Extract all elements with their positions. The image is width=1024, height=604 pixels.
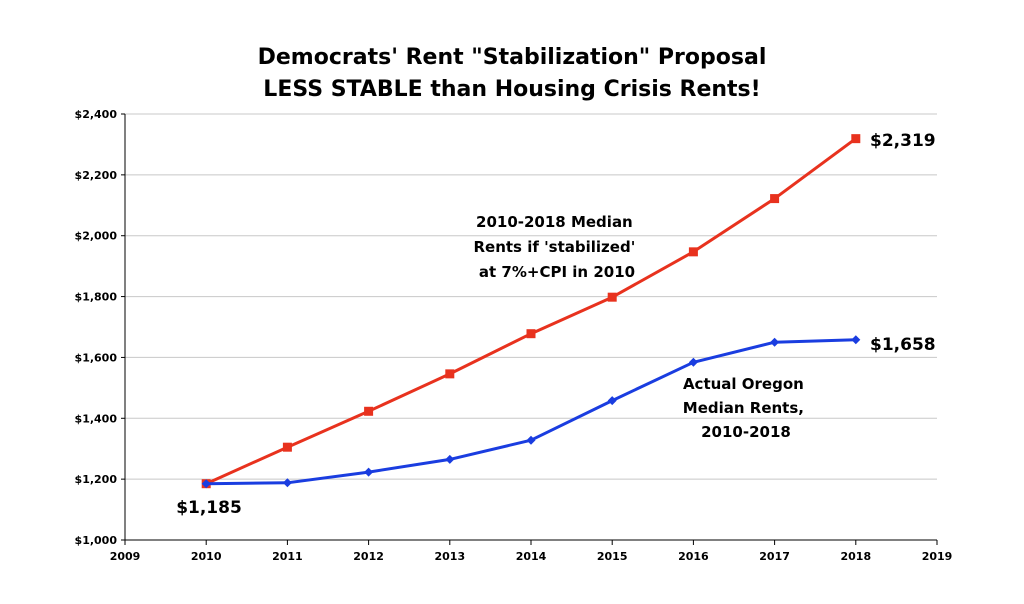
- y-tick-label: $1,400: [75, 412, 118, 425]
- x-tick-labels: 2009 2010 2011 2012 2013 2014 2015 2016 2017 2018…: [110, 550, 953, 563]
- blue-note-line-1: Actual Oregon: [683, 375, 804, 393]
- series-0-point: [688, 247, 698, 257]
- chart-title: Democrats' Rent "Stabilization" Proposal: [257, 45, 767, 70]
- series-0-point: [364, 406, 374, 416]
- x-tick-label: 2016: [678, 550, 709, 563]
- series-group: [201, 134, 861, 489]
- y-tick-label: $2,000: [75, 230, 118, 243]
- series-0-point: [851, 134, 861, 144]
- y-tick-label: $1,600: [75, 351, 118, 364]
- series-1-point: [607, 396, 617, 406]
- y-tick-label: $2,200: [75, 169, 118, 182]
- red-note-line-1: 2010-2018 Median: [476, 213, 633, 231]
- blue-end-value-label: $1,658: [870, 335, 936, 355]
- series-1-point: [688, 357, 698, 367]
- start-value-label: $1,185: [176, 498, 242, 518]
- chart-subtitle: LESS STABLE than Housing Crisis Rents!: [263, 77, 761, 102]
- x-tick-label: 2017: [759, 550, 790, 563]
- series-1-point: [851, 335, 861, 345]
- series-1-point: [445, 454, 455, 464]
- x-tick-label: 2019: [922, 550, 953, 563]
- series-0-point: [607, 292, 617, 302]
- series-1-point: [770, 337, 780, 347]
- x-tick-label: 2010: [191, 550, 222, 563]
- series-0-point: [282, 442, 292, 452]
- x-tick-label: 2013: [434, 550, 465, 563]
- y-tick-label: $1,000: [75, 534, 118, 547]
- axes: [121, 113, 938, 545]
- x-tick-label: 2009: [110, 550, 141, 563]
- chart-title-block: Democrats' Rent "Stabilization" Proposal…: [0, 42, 1024, 106]
- y-tick-label: $1,800: [75, 291, 118, 304]
- x-tick-label: 2018: [840, 550, 871, 563]
- blue-note-line-3: 2010-2018: [701, 423, 791, 441]
- y-tick-label: $1,200: [75, 473, 118, 486]
- blue-note-line-2: Median Rents,: [683, 399, 804, 417]
- red-note-line-3: at 7%+CPI in 2010: [479, 263, 635, 281]
- series-0-point: [770, 194, 780, 204]
- blue-series-annotation: Actual Oregon Median Rents, 2010-2018: [683, 375, 809, 441]
- red-series-annotation: 2010-2018 Median Rents if 'stabilized' a…: [473, 213, 640, 281]
- series-0-point: [445, 369, 455, 379]
- x-tick-label: 2015: [597, 550, 628, 563]
- x-tick-label: 2012: [353, 550, 384, 563]
- y-tick-labels: $1,000 $1,200 $1,400 $1,600 $1,800 $2,000 $2,2…: [75, 108, 118, 547]
- grid-lines: [125, 113, 937, 480]
- x-tick-label: 2014: [516, 550, 547, 563]
- series-1-point: [364, 467, 374, 477]
- y-tick-label: $2,400: [75, 108, 118, 121]
- series-0-point: [526, 329, 536, 339]
- series-1-point: [526, 435, 536, 445]
- red-end-value-label: $2,319: [870, 131, 936, 151]
- red-note-line-2: Rents if 'stabilized': [473, 238, 635, 256]
- x-tick-label: 2011: [272, 550, 303, 563]
- series-1-point: [282, 478, 292, 488]
- series-1-point: [201, 479, 211, 489]
